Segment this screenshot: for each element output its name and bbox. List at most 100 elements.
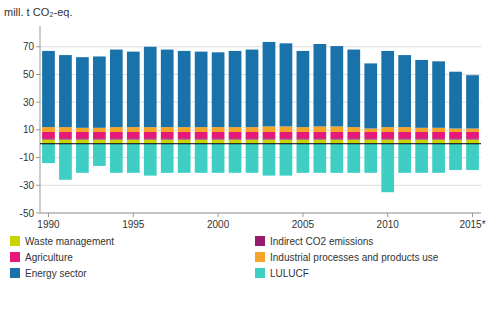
bar-segment [229,144,242,173]
bar-segment [314,132,327,138]
bar-segment [144,138,157,139]
x-tick-label: 1990 [37,219,60,230]
bar-segment [330,46,343,126]
y-tick [36,185,40,186]
bar-segment [246,127,259,132]
y-tick-label: 30 [23,97,35,108]
x-tick-label: 2015* [459,219,485,230]
x-tick-label: 2000 [207,219,230,230]
bar-segment [110,138,123,139]
bar-segment [42,127,55,132]
bar-segment [42,132,55,138]
bar-segment [93,56,106,127]
legend-label: Waste management [25,236,114,247]
bar-segment [127,127,140,132]
legend-label: Indirect CO2 emissions [270,236,373,247]
bar-segment [161,127,174,132]
zero-line [40,143,481,144]
y-tick-label: -50 [20,208,35,219]
bar-segment [398,144,411,173]
grid-line [40,213,481,214]
bar-segment [449,144,462,170]
bar-segment [297,132,310,138]
bar-segment [229,127,242,132]
bar-segment [42,144,55,163]
bar-segment [297,138,310,139]
bar-segment [127,144,140,173]
bar-segment [144,127,157,132]
bar-segment [42,51,55,127]
bar-segment [93,132,106,138]
bar-segment [246,140,259,144]
legend-label: Agriculture [25,252,73,263]
bar-segment [449,129,462,132]
bar-segment [280,140,293,144]
bar-segment [449,140,462,144]
bar-segment [59,127,72,132]
bar-segment [229,140,242,144]
bar-segment [263,42,276,126]
bar-segment [466,138,479,139]
bar-segment [466,132,479,138]
bar-segment [381,132,394,138]
bar-segment [297,140,310,144]
x-tick [302,213,303,217]
legend: Waste management Indirect CO2 emissions Ag… [10,236,439,279]
bar-segment [42,140,55,144]
y-tick [36,46,40,47]
bar-segment [59,144,72,180]
bar-segment [466,144,479,170]
bar-segment [212,138,225,139]
grid-line [40,74,481,75]
bar-segment [381,138,394,139]
bar-segment [432,140,445,144]
bar-segment [161,144,174,173]
bar-segment [280,132,293,138]
bar-segment [398,55,411,127]
y-tick [36,213,40,214]
bar-segment [110,50,123,128]
bar-segment [110,127,123,132]
bar-segment [364,63,377,128]
x-tick [387,213,388,217]
bar-segment [76,144,89,173]
bar-segment [381,51,394,127]
bar-segment [161,138,174,139]
bar-segment [263,140,276,144]
bar-segment [212,127,225,132]
bar-segment [93,140,106,144]
bar-segment [297,127,310,132]
bar-segment [93,138,106,139]
bar-segment [347,50,360,128]
bar-segment [195,132,208,138]
bar-segment [398,132,411,138]
bar-segment [195,140,208,144]
grid-line [40,129,481,130]
bar-segment [93,144,106,166]
bar-segment [398,127,411,132]
bar-segment [347,127,360,132]
bar-segment [347,132,360,138]
bar-segment [59,132,72,138]
x-axis [40,213,481,214]
bar-segment [161,140,174,144]
bar-segment [415,144,428,173]
bar-segment [297,51,310,127]
y-tick [36,129,40,130]
bar-segment [93,128,106,132]
bar-segment [110,140,123,144]
bar-segment [212,140,225,144]
bar-segment [364,132,377,138]
bar-segment [161,50,174,128]
y-tick-label: 50 [23,69,35,80]
bar-segment [347,144,360,173]
x-tick [48,213,49,217]
bar-segment [415,60,428,128]
bar-segment [127,52,140,127]
chart: mill. t CO₂-eq.-50-30-101030507019901995… [0,0,491,321]
x-tick-label: 1995 [122,219,145,230]
bar-segment [466,129,479,132]
y-tick [36,74,40,75]
bar-segment [432,138,445,139]
x-tick [472,213,473,217]
